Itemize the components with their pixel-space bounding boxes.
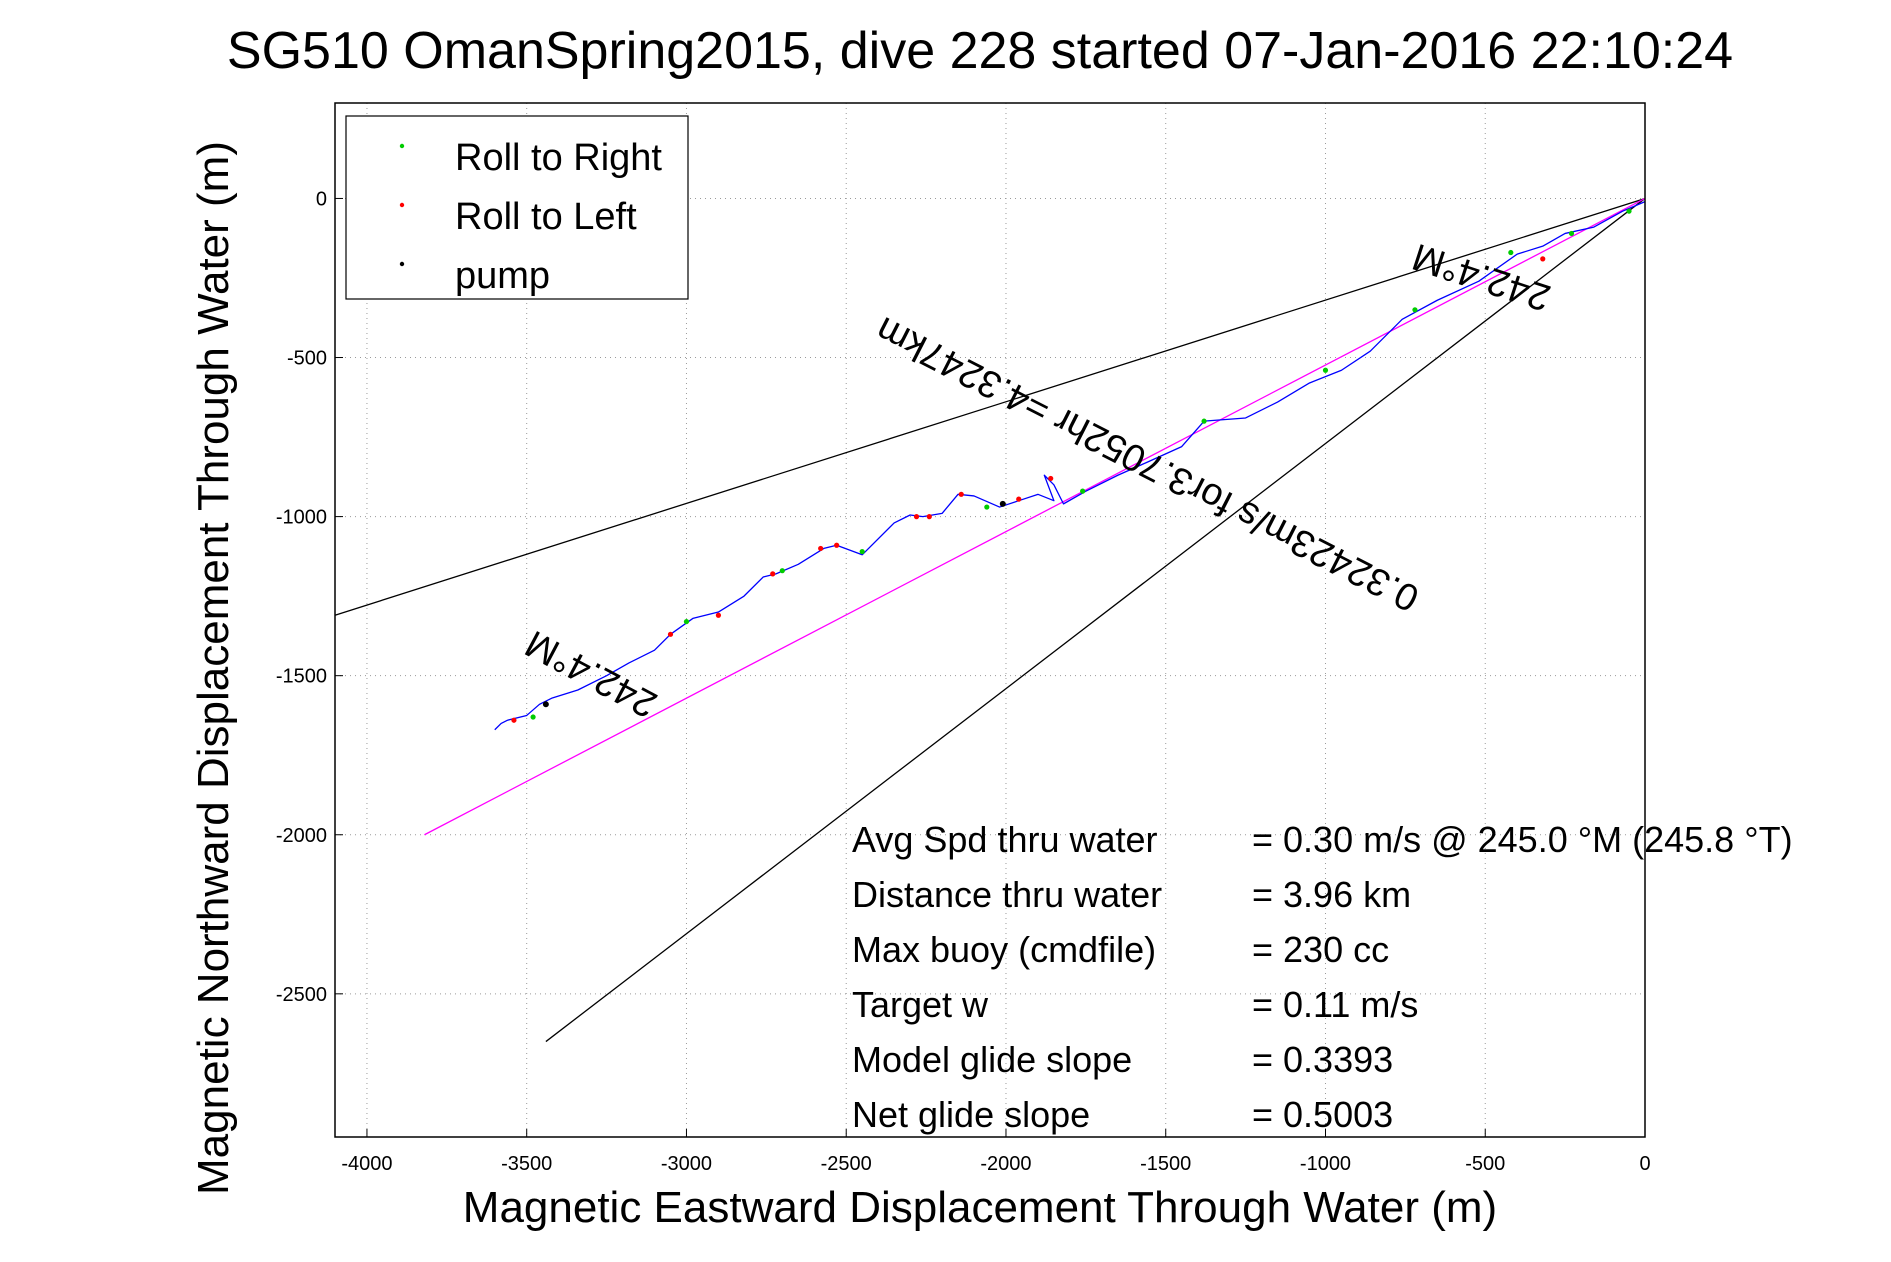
legend-label: Roll to Right — [455, 137, 662, 179]
legend-marker — [399, 202, 405, 208]
roll-right-point — [984, 504, 990, 510]
pump-point — [999, 500, 1006, 507]
track-line — [494, 201, 1646, 731]
y-tick-label: -1500 — [276, 666, 327, 688]
info-label: Max buoy (cmdfile) — [852, 929, 1156, 970]
roll-left-point — [667, 631, 674, 637]
y-tick-label: 0 — [316, 188, 327, 210]
pump-point — [542, 701, 549, 708]
roll-right-point — [859, 548, 865, 555]
info-label: Distance thru water — [852, 874, 1162, 915]
info-value: = 0.11 m/s — [1252, 984, 1418, 1025]
roll-left-point — [511, 717, 517, 723]
axis-ticks: -4000 -3500 -3000 -2500 -2000 -1500 -1000 -500 0… — [276, 188, 1651, 1175]
x-tick-label: -1500 — [1140, 1153, 1191, 1175]
roll-right-point — [1080, 488, 1086, 494]
roll-right-point — [530, 714, 536, 720]
x-tick-label: 0 — [1639, 1153, 1650, 1175]
roll-left-point — [834, 542, 840, 548]
info-block: Avg Spd thru water = 0.30 m/s @ 245.0 °M … — [852, 819, 1793, 1135]
x-tick-label: -3500 — [501, 1153, 552, 1175]
info-label: Avg Spd thru water — [852, 819, 1158, 860]
legend-label: pump — [455, 255, 550, 297]
x-axis-label: Magnetic Eastward Displacement Through W… — [463, 1183, 1497, 1232]
info-value: = 0.3393 — [1252, 1039, 1393, 1080]
reference-line-1 — [334, 197, 1646, 616]
x-tick-label: -2000 — [980, 1153, 1031, 1175]
legend: Roll to Right Roll to Left pump — [345, 115, 689, 300]
info-value: = 230 cc — [1252, 929, 1389, 970]
roll-right-point — [1201, 418, 1207, 424]
roll-right-point — [1412, 307, 1418, 313]
roll-right-point — [779, 568, 785, 574]
roll-left-point — [1016, 496, 1022, 502]
roll-left-point — [926, 514, 932, 520]
info-value: = 0.30 m/s @ 245.0 °M (245.8 °T) — [1252, 819, 1793, 860]
roll-left-point — [715, 612, 722, 618]
roll-left-point — [913, 514, 920, 520]
roll-right-point — [1322, 367, 1329, 373]
roll-right-point — [683, 618, 690, 625]
y-axis-label: Magnetic Northward Displacement Through … — [189, 141, 238, 1195]
roll-left-point — [958, 491, 964, 497]
legend-marker — [399, 261, 405, 267]
roll-right-point — [1568, 230, 1575, 237]
roll-right-point — [1626, 208, 1632, 214]
y-tick-label: -1000 — [276, 507, 327, 529]
x-tick-label: -1000 — [1300, 1153, 1351, 1175]
reference-lines — [334, 197, 1646, 1043]
roll-left-point — [818, 545, 824, 552]
reference-line-3 — [424, 197, 1646, 836]
roll-left-point — [1540, 256, 1546, 262]
chart-title: SG510 OmanSpring2015, dive 228 started 0… — [227, 22, 1733, 80]
x-tick-label: -2500 — [821, 1153, 872, 1175]
roll-left-point — [1048, 475, 1054, 482]
info-value: = 3.96 km — [1252, 874, 1411, 915]
info-value: = 0.5003 — [1252, 1094, 1393, 1135]
plot-frame — [334, 102, 1646, 1138]
reference-line-2 — [545, 197, 1646, 1043]
y-tick-label: -2500 — [276, 984, 327, 1006]
x-tick-label: -3000 — [661, 1153, 712, 1175]
roll-right-point — [1508, 249, 1514, 256]
x-tick-label: -4000 — [341, 1153, 392, 1175]
y-tick-label: -2000 — [276, 825, 327, 847]
roll-left-point — [770, 571, 776, 577]
points-layer — [511, 208, 1632, 723]
x-tick-label: -500 — [1465, 1153, 1505, 1175]
info-label: Net glide slope — [852, 1094, 1090, 1135]
track-layer — [494, 201, 1646, 731]
legend-marker — [399, 143, 405, 149]
grid — [335, 103, 1646, 1137]
legend-label: Roll to Left — [455, 196, 637, 238]
info-label: Target w — [852, 984, 989, 1025]
y-tick-label: -500 — [287, 348, 327, 370]
info-label: Model glide slope — [852, 1039, 1132, 1080]
